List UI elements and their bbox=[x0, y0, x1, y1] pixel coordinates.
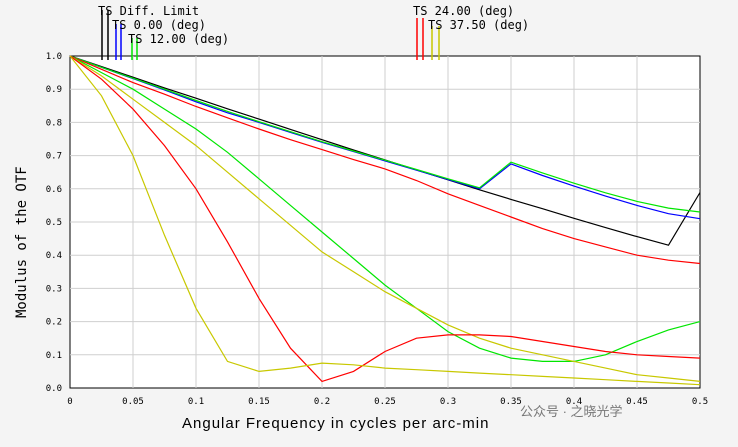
x-tick-label: 0 bbox=[67, 397, 72, 407]
series-line-4 bbox=[69, 55, 701, 362]
y-tick-label: 0.2 bbox=[46, 318, 62, 328]
y-tick-label: 1.0 bbox=[46, 52, 62, 62]
y-ticks: 0.0 0.1 0.2 0.3 0.4 0.5 0.6 0.7 0.8 0.9 1.0 bbox=[46, 52, 62, 394]
y-tick-label: 0.4 bbox=[46, 251, 62, 261]
x-tick-label: 0.3 bbox=[440, 397, 456, 407]
y-tick-label: 0.0 bbox=[46, 384, 62, 394]
series-line-3 bbox=[69, 55, 701, 265]
series-line-1 bbox=[69, 55, 701, 220]
x-ticks: 0 0.05 0.1 0.15 0.2 0.25 0.3 0.35 0.4 0.45 0.5 bbox=[67, 397, 708, 407]
y-tick-label: 0.8 bbox=[46, 118, 62, 128]
x-tick-label: 0.25 bbox=[374, 397, 396, 407]
x-tick-label: 0.4 bbox=[566, 397, 582, 407]
x-tick-label: 0.2 bbox=[314, 397, 330, 407]
series-line-2 bbox=[69, 55, 701, 213]
series-lines bbox=[69, 55, 701, 386]
series-line-6 bbox=[69, 55, 701, 383]
y-tick-label: 0.5 bbox=[46, 218, 62, 228]
x-tick-label: 0.05 bbox=[122, 397, 144, 407]
x-axis-label: Angular Frequency in cycles per arc-min bbox=[182, 415, 489, 432]
legend-lines bbox=[101, 10, 440, 60]
x-tick-label: 0.15 bbox=[248, 397, 270, 407]
y-axis-label: Modulus of the OTF bbox=[14, 166, 30, 318]
legend-label: TS 12.00 (deg) bbox=[128, 32, 229, 46]
x-tick-label: 0.35 bbox=[500, 397, 522, 407]
y-tick-label: 0.6 bbox=[46, 185, 62, 195]
legend-label: TS Diff. Limit bbox=[98, 4, 199, 18]
y-tick-label: 0.9 bbox=[46, 85, 62, 95]
y-tick-label: 0.1 bbox=[46, 351, 62, 361]
series-line-7 bbox=[69, 55, 701, 386]
watermark: 公众号 · 之晓光学 bbox=[520, 404, 623, 419]
legend-label: TS 37.50 (deg) bbox=[428, 18, 529, 32]
legend-label: TS 24.00 (deg) bbox=[413, 4, 514, 18]
x-tick-label: 0.1 bbox=[188, 397, 204, 407]
grid bbox=[70, 56, 700, 388]
x-tick-label: 0.45 bbox=[626, 397, 648, 407]
y-tick-label: 0.7 bbox=[46, 152, 62, 162]
series-line-5 bbox=[69, 55, 701, 382]
legend-label: TS 0.00 (deg) bbox=[112, 18, 206, 32]
y-tick-label: 0.3 bbox=[46, 284, 62, 294]
x-tick-label: 0.5 bbox=[692, 397, 708, 407]
